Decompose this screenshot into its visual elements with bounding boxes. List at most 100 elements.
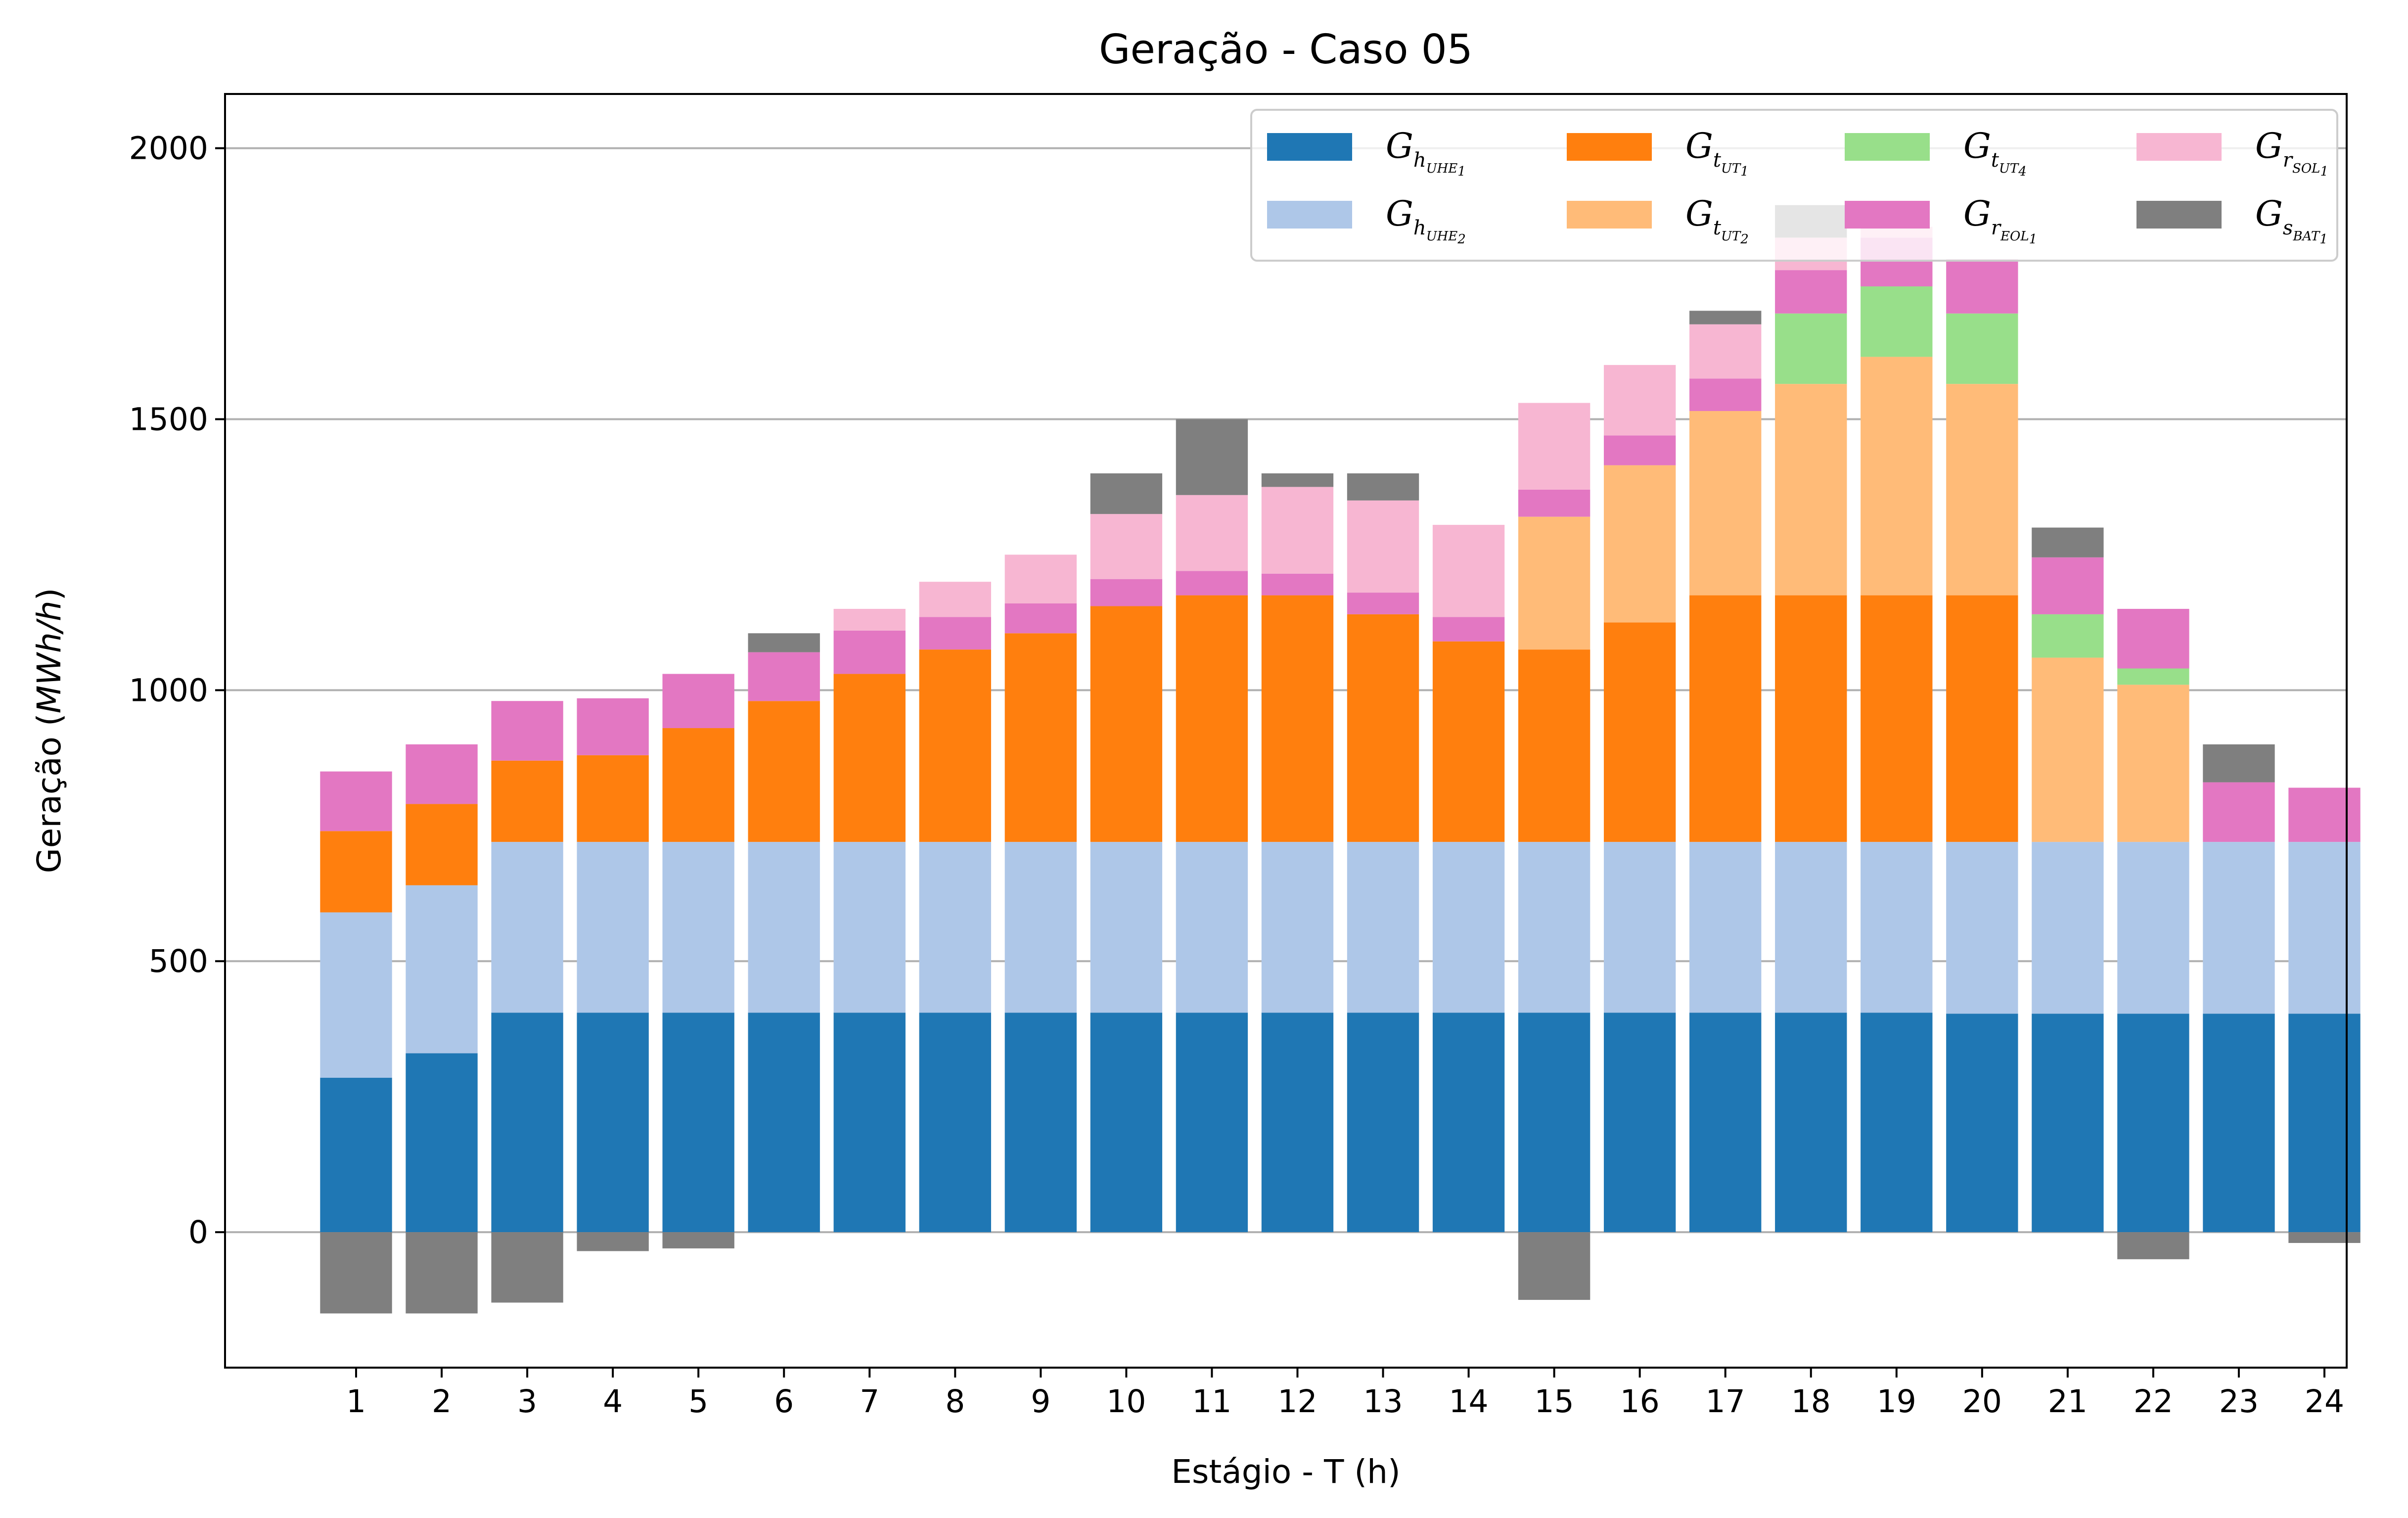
bar-G_t_UT1-17 <box>1689 595 1762 842</box>
y-axis-label: Geração (MWh/h) <box>30 588 68 873</box>
legend-swatch <box>2136 133 2222 161</box>
legend-box <box>1250 109 2338 262</box>
bar-G_r_SOL1-16 <box>1603 365 1676 436</box>
bar-G_t_UT1-15 <box>1518 649 1590 842</box>
bar-G_t_UT1-10 <box>1090 606 1163 842</box>
bar-G_r_EOL1-18 <box>1775 270 1847 314</box>
x-tick-label: 4 <box>603 1383 623 1420</box>
bar-G_h_UHE1-2 <box>406 1053 478 1233</box>
legend-swatch <box>1567 133 1652 161</box>
bar-G_h_UHE2-22 <box>2117 842 2189 1014</box>
bar-G_s_BAT1-11 <box>1176 419 1248 495</box>
x-axis-label: Estágio - T (h) <box>1171 1453 1400 1491</box>
bar-G_h_UHE1-5 <box>662 1012 734 1233</box>
bar-G_t_UT1-9 <box>1004 633 1077 842</box>
legend: GhUHE1 GhUHE2 GtUT1 GtUT2 GtUT4 GrEOL1 GrSOL1 G… <box>1250 109 2338 262</box>
bar-G_s_BAT1-23 <box>2203 744 2275 782</box>
bar-G_r_EOL1-3 <box>491 701 563 761</box>
bar-G_r_EOL1-8 <box>919 617 991 650</box>
bar-G_t_UT2-19 <box>1861 357 1933 596</box>
bar-G_r_SOL1-12 <box>1261 487 1334 574</box>
chart-title: Geração - Caso 05 <box>1099 26 1473 73</box>
legend-label-G_h_UHE1: GhUHE1 <box>1386 126 1466 179</box>
bar-G_r_EOL1-21 <box>2032 557 2104 614</box>
y-tick-label: 1000 <box>129 672 208 708</box>
bar-G_r_SOL1-11 <box>1176 495 1248 571</box>
plot-frame <box>224 93 2348 1369</box>
x-tick-label: 7 <box>860 1383 879 1420</box>
bars-layer <box>320 205 2361 1314</box>
bar-G_r_EOL1-7 <box>833 630 906 674</box>
bar-G_s_BAT1-22 <box>2117 1232 2189 1259</box>
x-tick-label: 11 <box>1192 1383 1231 1420</box>
bar-G_r_EOL1-14 <box>1432 617 1505 642</box>
bar-G_t_UT1-19 <box>1861 595 1933 842</box>
bar-G_h_UHE1-7 <box>833 1012 906 1233</box>
bar-G_t_UT2-18 <box>1775 384 1847 596</box>
bar-G_r_SOL1-17 <box>1689 324 1762 379</box>
bar-G_h_UHE1-10 <box>1090 1012 1163 1233</box>
bar-G_h_UHE2-2 <box>406 885 478 1054</box>
y-axis: 0 500 1000 1500 2000 <box>129 131 225 1250</box>
bar-G_r_EOL1-23 <box>2203 782 2275 842</box>
bar-G_t_UT1-11 <box>1176 595 1248 842</box>
x-tick-label: 18 <box>1791 1383 1831 1420</box>
bar-G_h_UHE2-4 <box>577 842 649 1013</box>
x-tick-label: 12 <box>1277 1383 1317 1420</box>
x-tick-label: 24 <box>2305 1383 2344 1420</box>
legend-label-G_t_UT4: GtUT4 <box>1963 126 2027 179</box>
bar-G_h_UHE2-12 <box>1261 842 1334 1013</box>
x-tick-label: 3 <box>517 1383 537 1420</box>
bar-G_h_UHE1-14 <box>1432 1012 1505 1233</box>
bar-G_t_UT1-1 <box>320 831 392 913</box>
bar-G_r_EOL1-10 <box>1090 579 1163 606</box>
bar-G_r_EOL1-12 <box>1261 573 1334 596</box>
x-tick-label: 22 <box>2134 1383 2173 1420</box>
bar-G_h_UHE1-9 <box>1004 1012 1077 1233</box>
bar-G_t_UT2-20 <box>1946 384 2018 596</box>
bar-G_t_UT1-4 <box>577 755 649 842</box>
bar-G_t_UT4-18 <box>1775 313 1847 384</box>
bar-G_r_SOL1-7 <box>833 608 906 631</box>
bar-G_t_UT1-3 <box>491 760 563 842</box>
bar-G_r_EOL1-13 <box>1347 593 1419 614</box>
bar-G_r_SOL1-15 <box>1518 403 1590 490</box>
bar-G_h_UHE1-12 <box>1261 1012 1334 1233</box>
legend-swatch <box>1567 201 1652 229</box>
bar-G_t_UT1-13 <box>1347 614 1419 842</box>
bar-G_r_EOL1-16 <box>1603 435 1676 465</box>
bar-G_t_UT4-21 <box>2032 614 2104 658</box>
bar-G_r_EOL1-24 <box>2288 787 2361 842</box>
x-tick-label: 19 <box>1877 1383 1916 1420</box>
y-axis-label-close: ) <box>30 588 68 600</box>
bar-G_h_UHE2-18 <box>1775 842 1847 1013</box>
bar-G_h_UHE2-21 <box>2032 842 2104 1014</box>
x-tick-label: 13 <box>1363 1383 1403 1420</box>
bar-G_h_UHE2-7 <box>833 842 906 1013</box>
x-tick-label: 21 <box>2048 1383 2088 1420</box>
x-tick-label: 20 <box>1962 1383 2002 1420</box>
bar-G_s_BAT1-15 <box>1518 1232 1590 1300</box>
bar-G_h_UHE2-19 <box>1861 842 1933 1013</box>
bar-G_r_EOL1-5 <box>662 674 734 729</box>
bar-G_s_BAT1-10 <box>1090 473 1163 514</box>
bar-G_r_SOL1-13 <box>1347 500 1419 593</box>
bar-G_h_UHE1-18 <box>1775 1012 1847 1233</box>
y-tick-label: 1500 <box>129 401 208 437</box>
bar-G_h_UHE1-21 <box>2032 1013 2104 1233</box>
bar-G_r_EOL1-2 <box>406 744 478 804</box>
bar-G_r_EOL1-11 <box>1176 571 1248 596</box>
x-tick-label: 1 <box>346 1383 366 1420</box>
bar-G_h_UHE1-4 <box>577 1012 649 1233</box>
bar-G_r_EOL1-22 <box>2117 608 2189 669</box>
legend-label-G_t_UT2: GtUT2 <box>1685 193 1749 247</box>
bar-G_r_EOL1-1 <box>320 771 392 831</box>
bar-G_h_UHE2-3 <box>491 842 563 1013</box>
bar-G_s_BAT1-3 <box>491 1232 563 1303</box>
bar-G_r_EOL1-15 <box>1518 489 1590 517</box>
bar-G_t_UT2-16 <box>1603 465 1676 623</box>
bar-G_h_UHE2-11 <box>1176 842 1248 1013</box>
legend-label-G_s_BAT1: GsBAT1 <box>2255 193 2328 247</box>
legend-swatch <box>1845 133 1930 161</box>
bar-G_r_SOL1-14 <box>1432 525 1505 617</box>
